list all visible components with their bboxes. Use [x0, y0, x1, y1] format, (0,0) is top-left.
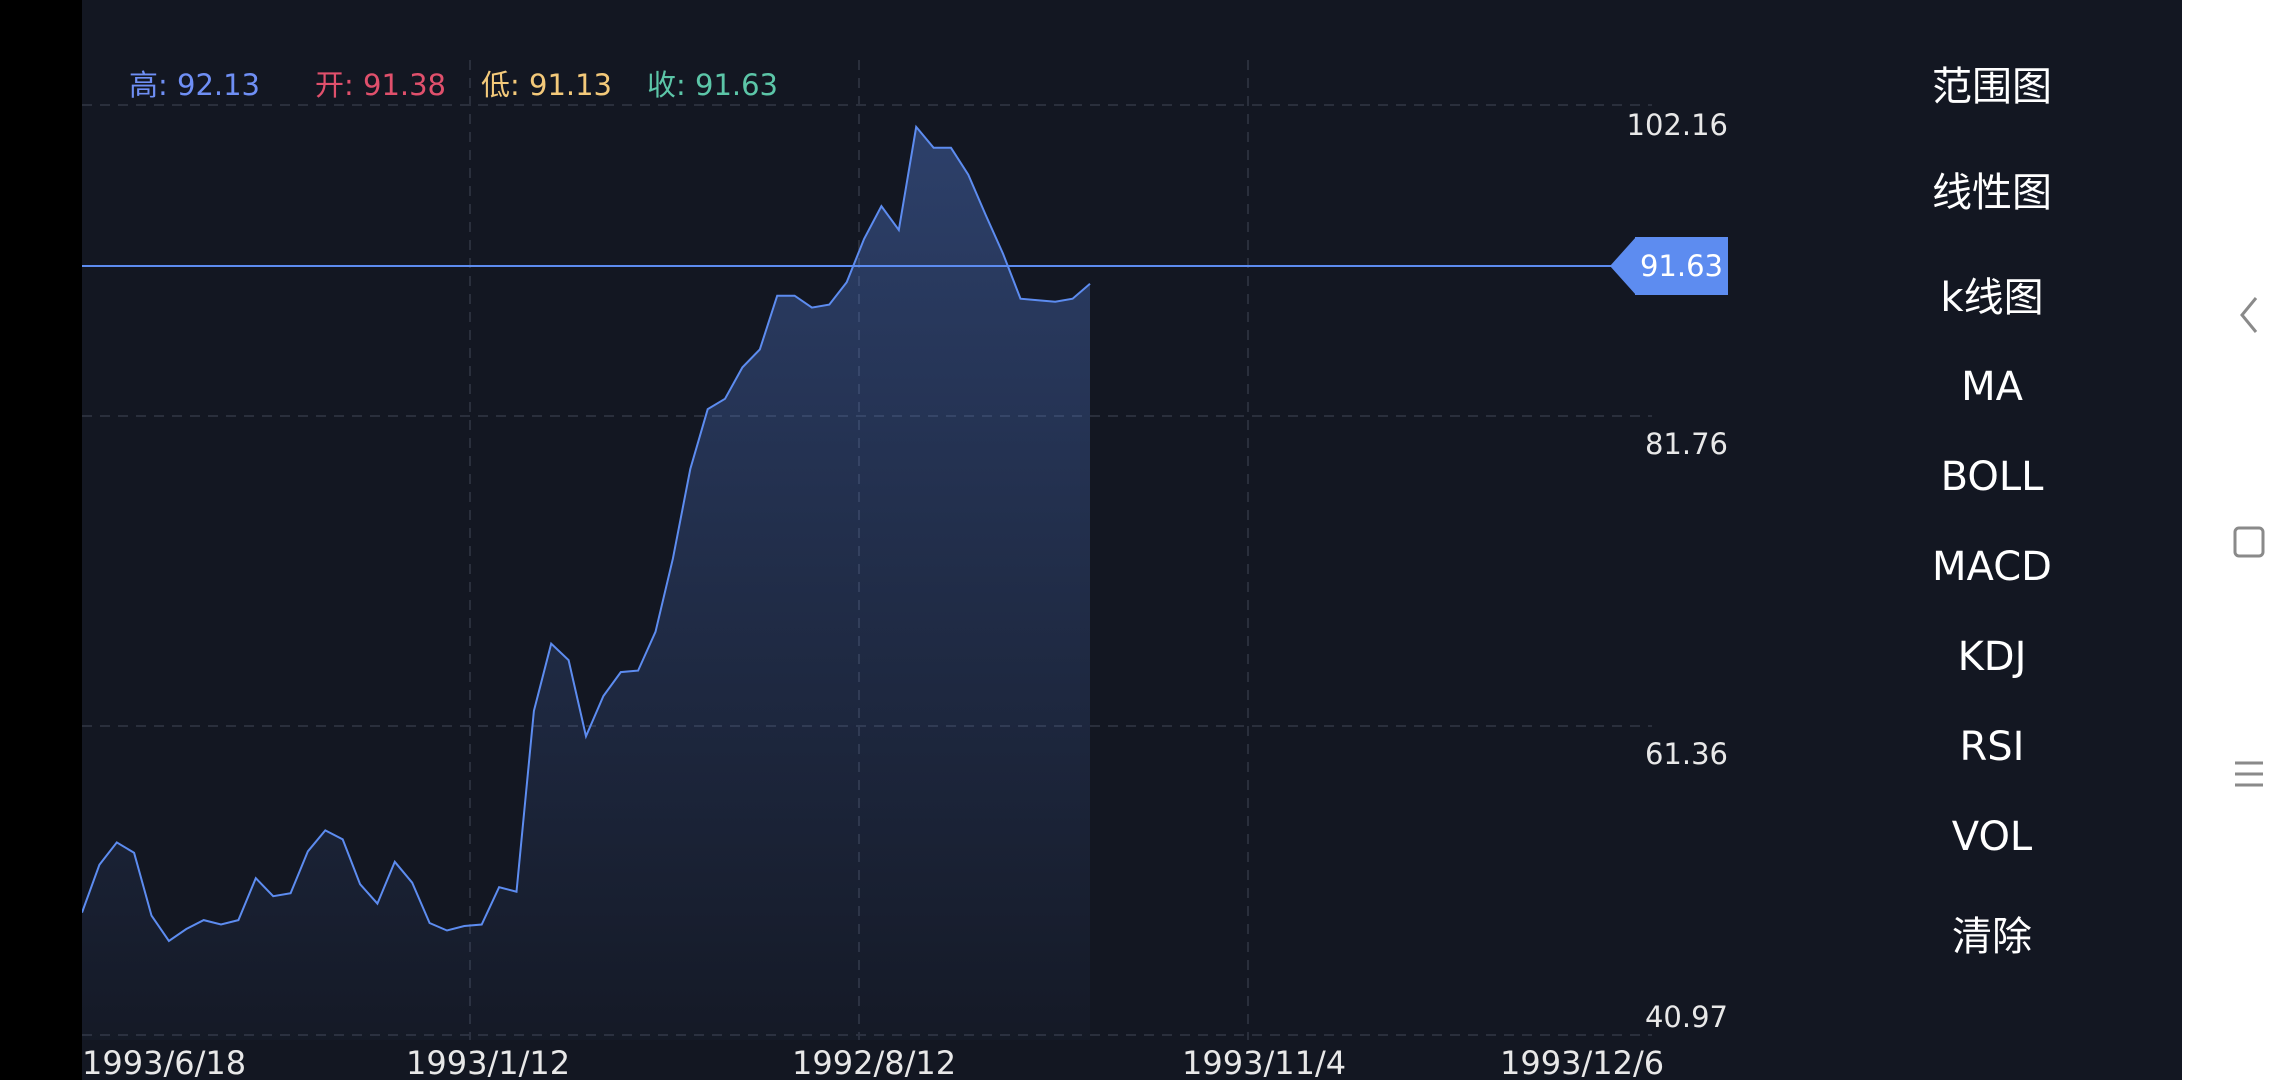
- ohlc-low: 低: 91.13: [481, 68, 613, 102]
- ohlc-close: 收: 91.63: [647, 68, 779, 102]
- price-series: [82, 124, 1612, 1040]
- y-tick-label: 102.16: [1626, 108, 1728, 142]
- x-tick-label: 1992/8/12: [792, 1044, 957, 1080]
- x-tick-label: 1993/6/18: [82, 1044, 247, 1080]
- menu-line-chart[interactable]: 线性图: [1932, 170, 2052, 216]
- ohlc-high: 高: 92.13: [129, 68, 261, 102]
- menu-vol[interactable]: VOL: [1951, 814, 2033, 860]
- x-tick-label: 1993/1/12: [406, 1044, 571, 1080]
- price-chart[interactable]: [82, 0, 2182, 1080]
- price-line: [82, 124, 1091, 943]
- menu-range-chart[interactable]: 范围图: [1932, 64, 2052, 110]
- hamburger-icon[interactable]: [2224, 750, 2274, 799]
- menu-rsi[interactable]: RSI: [1959, 724, 2025, 770]
- square-icon[interactable]: [2224, 520, 2274, 569]
- left-black-strip: [0, 0, 82, 1080]
- chevron-left-icon[interactable]: [2224, 290, 2274, 350]
- x-tick-label: 1993/12/6: [1500, 1044, 1665, 1080]
- current-price-badge: 91.63: [1635, 237, 1728, 295]
- price-badge-arrow: [1610, 237, 1636, 295]
- menu-clear[interactable]: 清除: [1952, 914, 2032, 960]
- system-nav-bar: [2182, 0, 2280, 1080]
- chart-panel: 高: 92.13 开: 91.38 低: 91.13 收: 91.63 102.…: [82, 0, 2182, 1080]
- x-tick-label: 1993/11/4: [1182, 1044, 1347, 1080]
- menu-boll[interactable]: BOLL: [1940, 454, 2044, 500]
- menu-candlestick-chart[interactable]: k线图: [1940, 275, 2044, 321]
- menu-macd[interactable]: MACD: [1932, 544, 2052, 590]
- menu-kdj[interactable]: KDJ: [1957, 634, 2027, 680]
- menu-ma[interactable]: MA: [1961, 364, 2023, 410]
- ohlc-open: 开: 91.38: [315, 68, 447, 102]
- price-area-fill: [82, 126, 1090, 1040]
- y-tick-label: 81.76: [1644, 427, 1728, 461]
- y-tick-label: 40.97: [1644, 1000, 1728, 1034]
- y-tick-label: 61.36: [1644, 737, 1728, 771]
